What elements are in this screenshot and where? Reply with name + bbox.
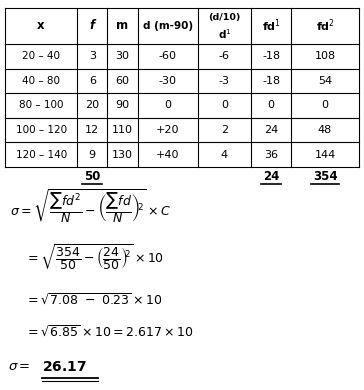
Text: m: m [116, 20, 128, 32]
Text: -60: -60 [159, 51, 177, 61]
Text: 60: 60 [115, 76, 130, 86]
Text: 36: 36 [264, 150, 278, 160]
Text: $\sigma = \sqrt{\dfrac{\sum fd^2}{N} - \left(\dfrac{\sum fd}{N}\right)^{\!\!2}} : $\sigma = \sqrt{\dfrac{\sum fd^2}{N} - \… [10, 187, 171, 225]
Text: 3: 3 [89, 51, 96, 61]
Text: 24: 24 [263, 170, 279, 183]
Text: +40: +40 [156, 150, 179, 160]
Text: -30: -30 [159, 76, 177, 86]
Text: +20: +20 [156, 125, 179, 135]
Text: d$^1$: d$^1$ [218, 28, 231, 41]
Text: 0: 0 [321, 101, 329, 110]
Text: -18: -18 [262, 76, 280, 86]
Text: 4: 4 [221, 150, 228, 160]
Text: fd$^1$: fd$^1$ [262, 18, 281, 34]
Text: $\sigma =$: $\sigma =$ [8, 360, 31, 373]
Text: 12: 12 [85, 125, 99, 135]
Text: 0: 0 [221, 101, 228, 110]
Text: 100 – 120: 100 – 120 [16, 125, 67, 135]
Text: 2: 2 [221, 125, 228, 135]
Text: $= \sqrt{6.85} \times 10 = 2.617 \times 10$: $= \sqrt{6.85} \times 10 = 2.617 \times … [25, 325, 193, 340]
Text: 48: 48 [318, 125, 332, 135]
Text: 110: 110 [112, 125, 133, 135]
Text: 80 – 100: 80 – 100 [19, 101, 63, 110]
Text: 30: 30 [115, 51, 130, 61]
Text: 354: 354 [313, 170, 337, 183]
Text: 20: 20 [85, 101, 99, 110]
Text: $\mathbf{26.17}$: $\mathbf{26.17}$ [42, 360, 87, 374]
Text: -18: -18 [262, 51, 280, 61]
Text: -6: -6 [219, 51, 230, 61]
Text: $= \sqrt{\dfrac{354}{50} - \left(\dfrac{24}{50}\right)^{\!\!2}} \times 10$: $= \sqrt{\dfrac{354}{50} - \left(\dfrac{… [25, 242, 164, 271]
Text: fd$^2$: fd$^2$ [316, 18, 335, 34]
Text: 54: 54 [318, 76, 332, 86]
Text: 50: 50 [84, 170, 100, 183]
Text: -3: -3 [219, 76, 230, 86]
Text: $= \sqrt{7.08\ -\ 0.23} \times 10$: $= \sqrt{7.08\ -\ 0.23} \times 10$ [25, 293, 162, 308]
Text: 6: 6 [89, 76, 96, 86]
Text: 90: 90 [115, 101, 130, 110]
Text: (d/10): (d/10) [208, 13, 241, 22]
Text: d (m-90): d (m-90) [143, 21, 193, 31]
Text: 24: 24 [264, 125, 278, 135]
Text: f: f [90, 20, 95, 32]
Text: 20 – 40: 20 – 40 [22, 51, 60, 61]
Text: 0: 0 [164, 101, 171, 110]
Text: 9: 9 [89, 150, 96, 160]
Text: 144: 144 [314, 150, 336, 160]
Text: 108: 108 [314, 51, 336, 61]
Text: 120 – 140: 120 – 140 [16, 150, 67, 160]
Text: 130: 130 [112, 150, 133, 160]
Text: x: x [37, 20, 45, 32]
Text: 0: 0 [268, 101, 275, 110]
Text: 40 – 80: 40 – 80 [22, 76, 60, 86]
